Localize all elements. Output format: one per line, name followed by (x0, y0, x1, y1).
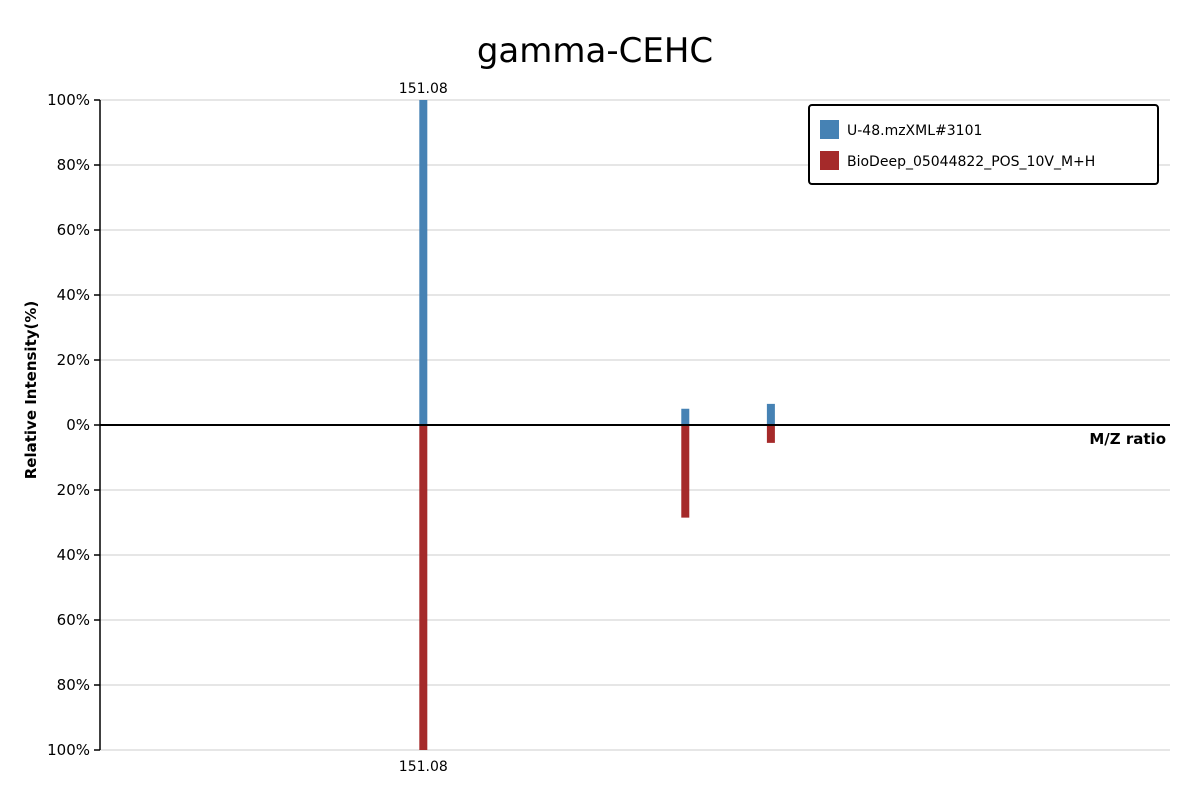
y-tick-label: 80% (57, 156, 90, 174)
chart-title: gamma-CEHC (477, 31, 713, 71)
legend: U-48.mzXML#3101 BioDeep_05044822_POS_10V_… (808, 104, 1159, 185)
y-ticks: 100% 80% 60% 40% 20% 0% 20% 40% 60% 80% 100% (47, 91, 100, 759)
peak-bars (419, 100, 775, 750)
y-tick-label: 60% (57, 611, 90, 629)
peak-bar-query (419, 100, 428, 425)
peak-bar-query (681, 408, 690, 425)
y-tick-label: 60% (57, 221, 90, 239)
x-axis-label: M/Z ratio (1089, 430, 1166, 448)
axes (99, 100, 1170, 750)
y-tick-label: 40% (57, 546, 90, 564)
peak-label: 151.08 (399, 81, 448, 97)
legend-entry-label: U-48.mzXML#3101 (847, 123, 982, 139)
legend-swatch (820, 120, 839, 139)
y-tick-label: 0% (66, 416, 90, 434)
y-tick-label: 20% (57, 481, 90, 499)
peak-bar-reference (766, 425, 775, 443)
legend-box (808, 104, 1159, 185)
peak-bar-reference (419, 425, 428, 750)
peak-bar-query (766, 403, 775, 425)
peak-labels: 151.08 151.08 (399, 81, 448, 775)
y-tick-label: 80% (57, 676, 90, 694)
y-axis-label: Relative Intensity(%) (22, 301, 40, 480)
peak-bar-reference (681, 425, 690, 518)
legend-entry-label: BioDeep_05044822_POS_10V_M+H (847, 154, 1095, 170)
peak-label: 151.08 (399, 759, 448, 775)
legend-swatch (820, 151, 839, 170)
y-tick-label: 20% (57, 351, 90, 369)
y-tick-label: 40% (57, 286, 90, 304)
grid-lines (100, 99, 1170, 751)
y-tick-label: 100% (47, 91, 90, 109)
y-tick-label: 100% (47, 741, 90, 759)
